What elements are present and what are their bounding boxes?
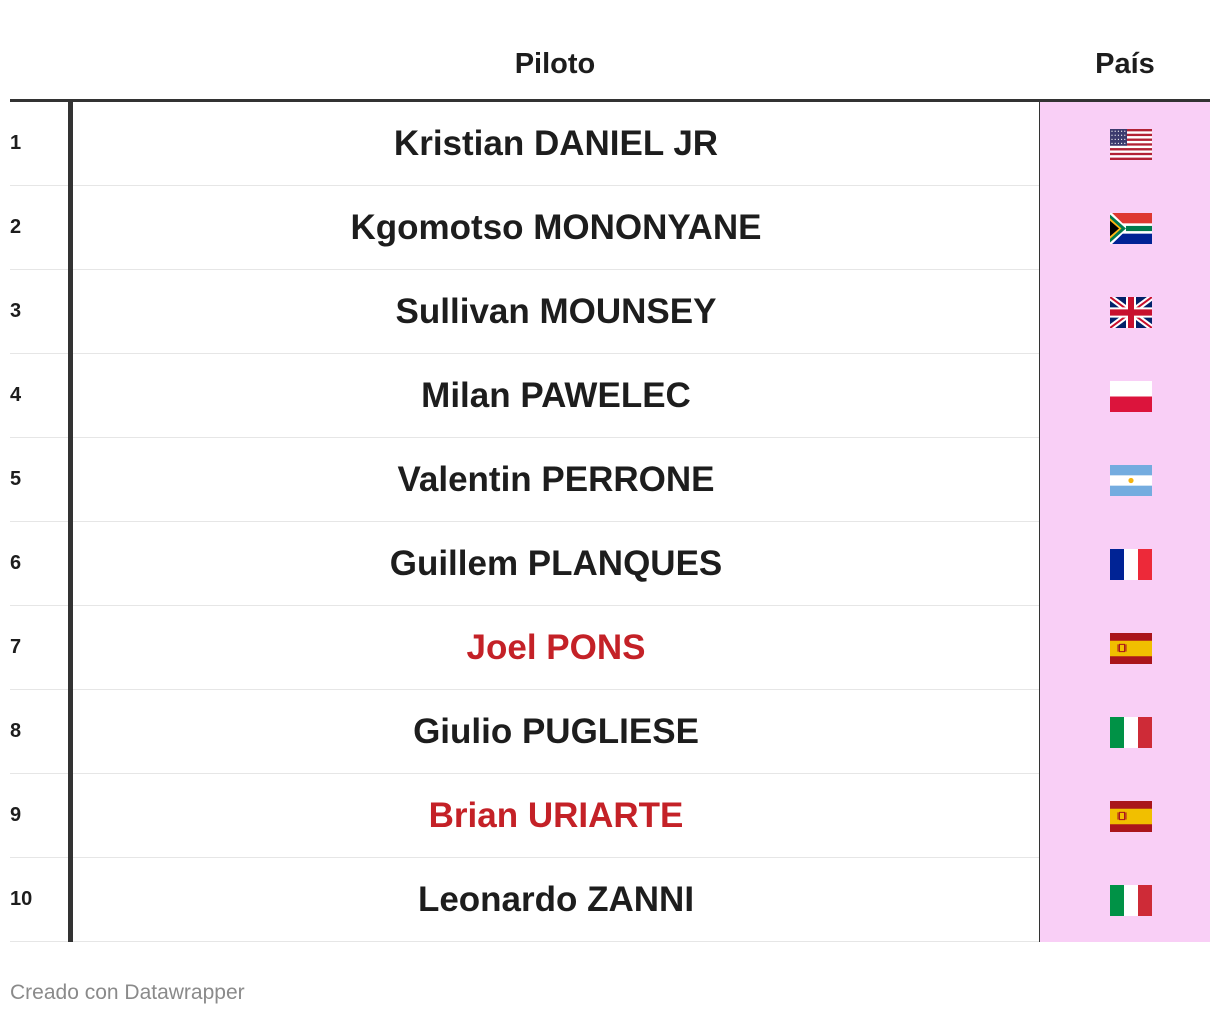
rank-divider <box>68 438 73 522</box>
row-pilot-name: Joel PONS <box>73 606 1039 690</box>
table-header: Piloto País <box>10 0 1210 102</box>
row-pilot-name: Valentin PERRONE <box>73 438 1039 522</box>
row-rank: 1 <box>10 102 68 186</box>
header-pais: País <box>1095 48 1155 80</box>
table-body: 1 Kristian DANIEL JR 2 Kgomotso MONONYANE 3 S… <box>10 102 1210 942</box>
row-pilot-name: Kgomotso MONONYANE <box>73 186 1039 270</box>
row-rank: 4 <box>10 354 68 438</box>
row-pilot-name: Milan PAWELEC <box>73 354 1039 438</box>
uk-flag-icon <box>1110 297 1152 328</box>
row-rank: 3 <box>10 270 68 354</box>
row-country-cell <box>1039 774 1210 858</box>
row-country-cell <box>1039 354 1210 438</box>
rank-divider <box>68 522 73 606</box>
footer-credit: Creado con Datawrapper <box>10 981 245 1004</box>
rank-divider <box>68 270 73 354</box>
row-rank: 2 <box>10 186 68 270</box>
row-country-cell <box>1039 858 1210 942</box>
argentina-flag-icon <box>1110 465 1152 496</box>
rank-divider <box>68 774 73 858</box>
header-piloto: Piloto <box>514 48 596 80</box>
rank-divider <box>68 354 73 438</box>
row-country-cell <box>1039 102 1210 186</box>
table-row: 4 Milan PAWELEC <box>10 354 1210 438</box>
rank-divider <box>68 858 73 942</box>
italy-flag-icon <box>1110 717 1152 748</box>
row-country-cell <box>1039 606 1210 690</box>
table-row: 9 Brian URIARTE <box>10 774 1210 858</box>
rank-divider <box>68 690 73 774</box>
row-country-cell <box>1039 522 1210 606</box>
row-pilot-name: Brian URIARTE <box>73 774 1039 858</box>
results-table: Piloto País 1 Kristian DANIEL JR 2 Kgomotso… <box>10 0 1210 942</box>
usa-flag-icon <box>1110 129 1152 160</box>
spain-flag-icon <box>1110 633 1152 664</box>
rank-divider <box>68 102 73 186</box>
table-row: 1 Kristian DANIEL JR <box>10 102 1210 186</box>
table-row: 7 Joel PONS <box>10 606 1210 690</box>
row-pilot-name: Leonardo ZANNI <box>73 858 1039 942</box>
table-row: 8 Giulio PUGLIESE <box>10 690 1210 774</box>
table-row: 6 Guillem PLANQUES <box>10 522 1210 606</box>
row-rank: 10 <box>10 858 68 942</box>
table-row: 3 Sullivan MOUNSEY <box>10 270 1210 354</box>
row-pilot-name: Guillem PLANQUES <box>73 522 1039 606</box>
italy-flag-icon <box>1110 885 1152 916</box>
row-pilot-name: Kristian DANIEL JR <box>73 102 1039 186</box>
row-country-cell <box>1039 186 1210 270</box>
row-rank: 7 <box>10 606 68 690</box>
row-rank: 9 <box>10 774 68 858</box>
table-row: 2 Kgomotso MONONYANE <box>10 186 1210 270</box>
row-rank: 8 <box>10 690 68 774</box>
row-country-cell <box>1039 438 1210 522</box>
row-country-cell <box>1039 270 1210 354</box>
france-flag-icon <box>1110 549 1152 580</box>
row-pilot-name: Giulio PUGLIESE <box>73 690 1039 774</box>
row-rank: 5 <box>10 438 68 522</box>
spain-flag-icon <box>1110 801 1152 832</box>
rank-divider <box>68 606 73 690</box>
table-row: 10 Leonardo ZANNI <box>10 858 1210 942</box>
south-africa-flag-icon <box>1110 213 1152 244</box>
row-pilot-name: Sullivan MOUNSEY <box>73 270 1039 354</box>
row-country-cell <box>1039 690 1210 774</box>
table-row: 5 Valentin PERRONE <box>10 438 1210 522</box>
row-rank: 6 <box>10 522 68 606</box>
poland-flag-icon <box>1110 381 1152 412</box>
rank-divider <box>68 186 73 270</box>
